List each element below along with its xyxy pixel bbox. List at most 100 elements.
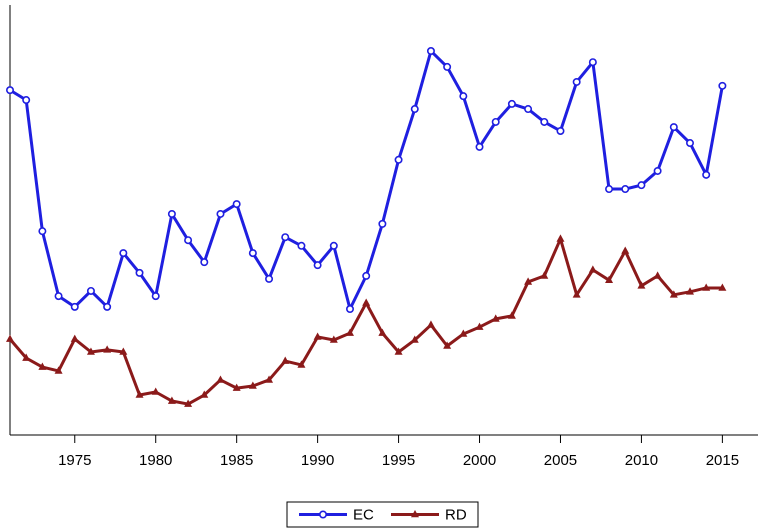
point [281,233,290,242]
point [426,320,435,328]
point [281,356,290,364]
point [119,347,128,355]
point [556,234,565,242]
point [394,155,403,164]
point [232,200,241,209]
point [621,185,630,194]
point [702,283,711,291]
point [119,249,128,258]
point [167,396,176,404]
point [524,277,533,285]
point [653,166,662,175]
point [572,290,581,298]
point [265,375,274,383]
point [70,302,79,311]
point [345,305,354,314]
point [588,58,597,67]
point [151,292,160,301]
x-tick-label: 1995 [382,452,415,469]
point [362,298,371,306]
x-tick-label: 2000 [463,452,496,469]
point [637,281,646,289]
point [605,275,614,283]
point [443,62,452,71]
point [443,341,452,349]
point [297,360,306,368]
x-tick-label: 1980 [139,452,172,469]
point [22,96,31,105]
point [378,328,387,336]
point [394,347,403,355]
point [669,290,678,298]
point [685,139,694,148]
point [491,117,500,126]
point [6,86,15,95]
point [621,246,630,254]
point [507,99,516,108]
point [135,268,144,277]
point [6,334,14,342]
point [297,241,306,250]
point [572,77,581,86]
x-tick-label: 1975 [58,452,91,469]
x-tick-label: 2010 [625,452,658,469]
point [329,335,338,343]
x-tick-label: 1985 [220,452,253,469]
point [426,47,435,56]
point [216,375,225,383]
point [248,381,257,389]
series-line [8,237,723,406]
point [184,236,193,245]
point [135,390,144,398]
point [216,209,225,218]
point [232,383,241,391]
point [70,334,79,342]
point [248,249,257,258]
legend-marker [318,510,327,519]
point [686,287,694,295]
point [38,362,47,370]
point [524,105,533,114]
point [475,142,484,151]
point [507,311,516,319]
point [540,117,549,126]
point [653,271,662,279]
point [313,261,322,270]
point [313,332,322,340]
legend-label: EC [353,506,374,523]
point [38,227,47,236]
point [151,387,160,395]
point [637,181,646,190]
point [605,185,614,194]
point [54,366,63,374]
x-tick-label: 2015 [706,452,739,469]
point [459,92,468,101]
point [22,353,31,361]
point [167,209,176,218]
point [718,81,727,90]
point [702,170,711,179]
legend-marker [411,510,419,518]
point [475,322,484,330]
point [184,399,193,407]
legend-label: RD [445,506,467,523]
point [329,241,338,250]
point [378,219,387,228]
point [588,265,597,273]
point [86,286,95,295]
point [459,329,468,337]
point [718,283,727,291]
point [362,271,371,280]
point [491,314,500,322]
point [86,347,95,355]
point [669,123,678,132]
point [346,328,354,336]
point [54,292,63,301]
point [556,126,565,135]
point [200,258,209,267]
point [200,390,209,398]
point [103,302,112,311]
point [540,271,549,279]
